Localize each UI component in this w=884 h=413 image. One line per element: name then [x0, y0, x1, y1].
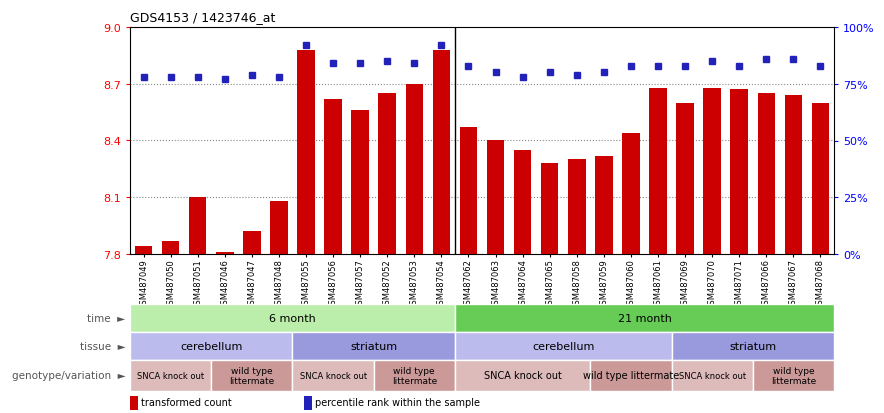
Bar — [487, 141, 505, 254]
Text: cerebellum: cerebellum — [180, 341, 242, 351]
Bar — [130, 304, 455, 332]
Bar — [211, 360, 293, 391]
Bar — [351, 111, 369, 254]
Text: striatum: striatum — [350, 341, 397, 351]
Bar — [243, 232, 261, 254]
Bar — [591, 360, 672, 391]
Bar — [672, 332, 834, 360]
Bar — [758, 94, 775, 254]
Bar — [595, 156, 613, 254]
Text: 6 month: 6 month — [269, 313, 316, 323]
Text: SNCA knock out: SNCA knock out — [679, 371, 746, 380]
Bar — [455, 304, 834, 332]
Bar — [812, 103, 829, 254]
Bar — [130, 332, 293, 360]
Bar — [432, 50, 450, 254]
Bar — [271, 202, 287, 254]
Bar — [293, 332, 455, 360]
Bar — [730, 90, 748, 254]
Text: SNCA knock out: SNCA knock out — [137, 371, 204, 380]
Bar — [324, 100, 342, 254]
Bar — [568, 160, 585, 254]
Bar — [704, 88, 721, 254]
Text: wild type littermate: wild type littermate — [583, 370, 679, 380]
Bar — [676, 103, 694, 254]
Bar — [406, 85, 423, 254]
Bar — [134, 247, 152, 254]
Bar — [216, 252, 233, 254]
Bar — [455, 332, 672, 360]
Bar — [672, 360, 753, 391]
Text: GDS4153 / 1423746_at: GDS4153 / 1423746_at — [130, 11, 276, 24]
Bar — [514, 151, 531, 254]
Text: genotype/variation  ►: genotype/variation ► — [12, 370, 126, 380]
Bar — [460, 128, 477, 254]
Text: cerebellum: cerebellum — [532, 341, 594, 351]
Text: wild type
littermate: wild type littermate — [229, 366, 274, 385]
Bar — [378, 94, 396, 254]
Bar — [297, 50, 315, 254]
Bar — [622, 134, 640, 254]
Text: SNCA knock out: SNCA knock out — [484, 370, 561, 380]
Text: 21 month: 21 month — [618, 313, 672, 323]
Bar — [304, 396, 312, 410]
Text: SNCA knock out: SNCA knock out — [300, 371, 367, 380]
Text: transformed count: transformed count — [141, 398, 232, 408]
Bar — [293, 360, 374, 391]
Bar — [374, 360, 455, 391]
Text: percentile rank within the sample: percentile rank within the sample — [316, 398, 480, 408]
Text: wild type
littermate: wild type littermate — [771, 366, 816, 385]
Bar — [541, 164, 559, 254]
Bar — [162, 241, 179, 254]
Text: tissue  ►: tissue ► — [80, 341, 126, 351]
Text: striatum: striatum — [729, 341, 776, 351]
Bar — [130, 360, 211, 391]
Bar — [785, 96, 802, 254]
Text: time  ►: time ► — [88, 313, 126, 323]
Bar — [130, 396, 138, 410]
Bar — [649, 88, 667, 254]
Text: wild type
littermate: wild type littermate — [392, 366, 437, 385]
Bar — [189, 198, 207, 254]
Bar — [753, 360, 834, 391]
Bar — [455, 360, 591, 391]
